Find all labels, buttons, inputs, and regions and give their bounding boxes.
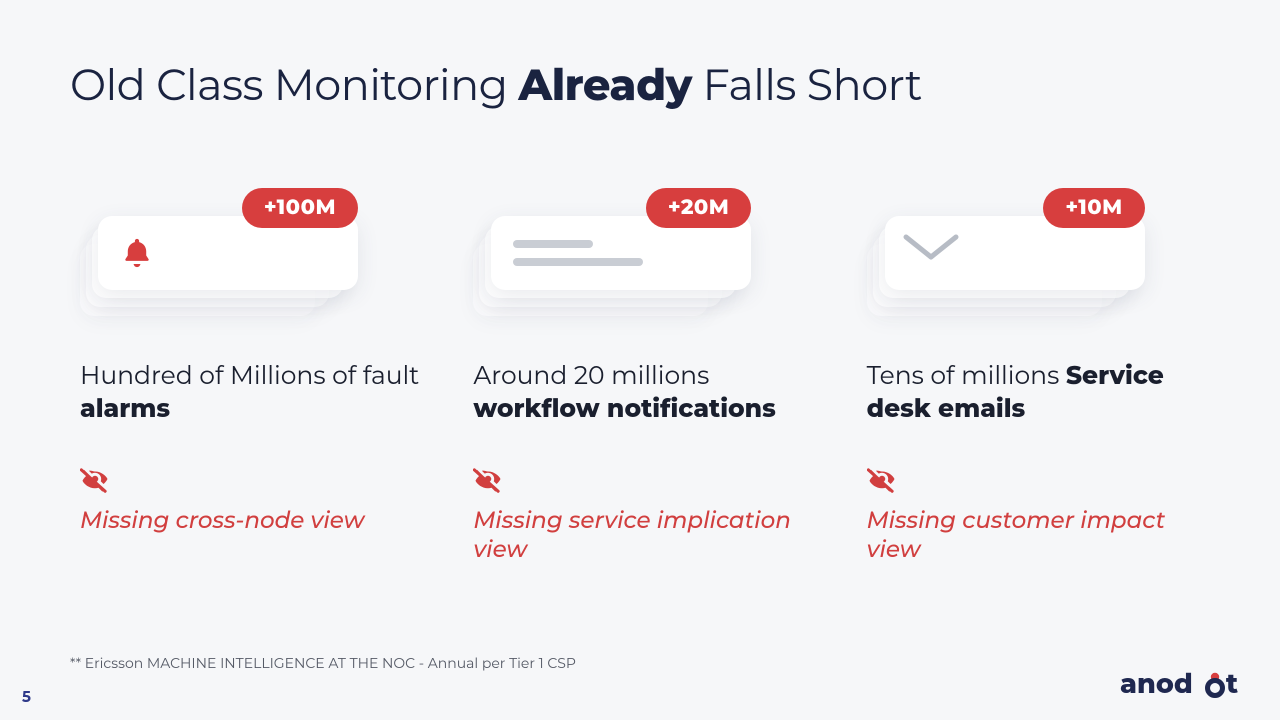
badge-emails: +10M — [1043, 188, 1144, 228]
headline-workflow: Around 20 millions workflow notification… — [473, 360, 826, 430]
title-bold: Already — [518, 58, 691, 111]
badge-alarms: +100M — [242, 188, 358, 228]
head-pre: Tens of millions — [867, 361, 1066, 391]
svg-text:t: t — [1226, 667, 1238, 700]
slide-title: Old Class Monitoring Already Falls Short — [70, 58, 922, 111]
page-number: 5 — [22, 687, 31, 706]
svg-text:anod: anod — [1120, 667, 1193, 700]
columns-row: +100M Hundred of Millions of fault alarm… — [80, 200, 1220, 564]
head-pre: Around 20 millions — [473, 361, 709, 391]
headline-alarms: Hundred of Millions of fault alarms — [80, 360, 433, 430]
column-emails: +10M Tens of millions Service desk email… — [867, 200, 1220, 564]
placeholder-line — [513, 240, 593, 248]
head-pre: Hundred of Millions of fault — [80, 361, 419, 391]
title-pre: Old Class Monitoring — [70, 58, 518, 111]
eye-slash-icon — [80, 464, 110, 494]
badge-workflow: +20M — [646, 188, 751, 228]
title-post: Falls Short — [692, 58, 922, 111]
head-bold: alarms — [80, 394, 170, 424]
column-workflow: +20M Around 20 millions workflow notific… — [473, 200, 826, 564]
missing-block: Missing customer impact view — [867, 464, 1220, 564]
brand-logo: anod t — [1120, 666, 1250, 702]
head-bold: workflow notifications — [473, 394, 775, 424]
card-stack-alarms: +100M — [80, 200, 340, 310]
eye-slash-icon — [867, 464, 897, 494]
missing-block: Missing cross-node view — [80, 464, 433, 535]
envelope-icon — [903, 233, 959, 273]
bell-icon — [120, 236, 154, 270]
card-stack-workflow: +20M — [473, 200, 733, 310]
placeholder-line — [513, 258, 643, 266]
column-alarms: +100M Hundred of Millions of fault alarm… — [80, 200, 433, 564]
footnote: ** Ericsson MACHINE INTELLIGENCE AT THE … — [70, 654, 576, 672]
missing-block: Missing service implication view — [473, 464, 826, 564]
headline-emails: Tens of millions Service desk emails — [867, 360, 1220, 430]
eye-slash-icon — [473, 464, 503, 494]
missing-text: Missing cross-node view — [80, 506, 433, 535]
missing-text: Missing service implication view — [473, 506, 826, 564]
card-stack-emails: +10M — [867, 200, 1127, 310]
lines-icon — [513, 240, 643, 266]
missing-text: Missing customer impact view — [867, 506, 1220, 564]
